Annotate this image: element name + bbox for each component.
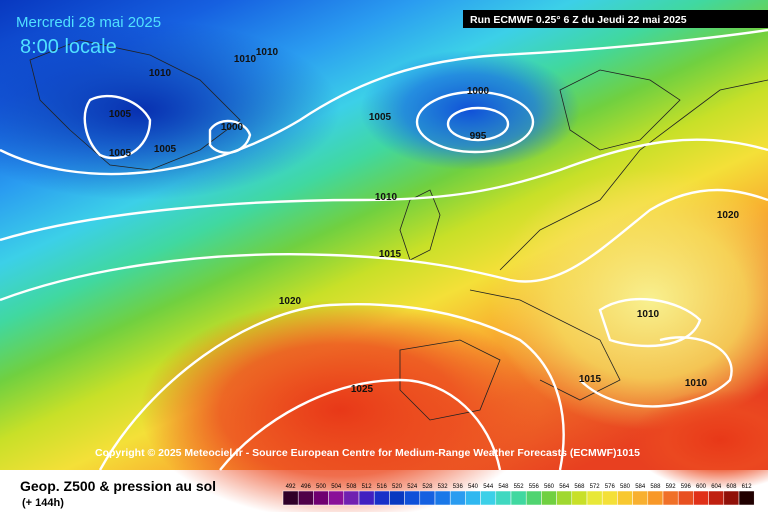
date: Mercredi 28 mai 2025 bbox=[16, 14, 161, 31]
scale-label: 588 bbox=[650, 484, 661, 490]
scale-label: 604 bbox=[711, 484, 722, 490]
scale-swatch bbox=[404, 490, 421, 506]
scale-swatch bbox=[571, 490, 588, 506]
isobar-label: 1005 bbox=[154, 144, 177, 155]
isobar-label: 1010 bbox=[375, 192, 398, 203]
scale-label: 576 bbox=[605, 484, 616, 490]
scale-swatch bbox=[617, 490, 633, 506]
scale-label: 508 bbox=[346, 484, 357, 490]
scale-label: 548 bbox=[498, 484, 509, 490]
scale-label: 552 bbox=[514, 484, 525, 490]
scale-swatch bbox=[389, 490, 405, 506]
scale-swatch bbox=[449, 490, 466, 506]
coastlines bbox=[29, 39, 768, 421]
scale-swatch bbox=[541, 490, 557, 506]
scale-label: 496 bbox=[301, 484, 312, 490]
scale-label: 528 bbox=[422, 484, 433, 490]
isobar-label: 1010 bbox=[234, 54, 257, 65]
isobar-label: 1010 bbox=[256, 47, 279, 58]
scale-label: 596 bbox=[681, 484, 692, 490]
scale-label: 536 bbox=[453, 484, 464, 490]
isobar-label: 1010 bbox=[685, 378, 708, 389]
isobar-label: 1000 bbox=[467, 86, 490, 97]
scale-swatch bbox=[708, 490, 725, 506]
scale-swatch bbox=[662, 490, 679, 506]
product-title: Geop. Z500 & pression au sol bbox=[20, 478, 216, 494]
isobar-label: 995 bbox=[470, 131, 487, 142]
scale-swatch bbox=[297, 490, 314, 506]
high bbox=[140, 300, 540, 512]
scale-label: 500 bbox=[316, 484, 327, 490]
scale-swatch bbox=[373, 490, 390, 506]
low bbox=[0, 20, 340, 200]
scale-swatch bbox=[677, 490, 694, 506]
isobar-label: 1000 bbox=[221, 122, 244, 133]
low bbox=[360, 50, 580, 170]
lead-time: (+ 144h) bbox=[22, 497, 64, 509]
isobar-label: 1010 bbox=[149, 68, 172, 79]
scale-label: 516 bbox=[377, 484, 388, 490]
isobar-label: 1015 bbox=[579, 374, 602, 385]
scale-label: 504 bbox=[331, 484, 342, 490]
scale-swatch bbox=[358, 490, 375, 506]
isobar-labels: 1010 1010 1010 1005 1005 1005 1000 1005 … bbox=[109, 47, 740, 395]
scale-swatch bbox=[556, 490, 573, 506]
scale-swatch bbox=[313, 490, 329, 506]
scale-label: 540 bbox=[468, 484, 479, 490]
scale-label: 512 bbox=[362, 484, 373, 490]
scale-swatch bbox=[328, 490, 345, 506]
scale-label: 560 bbox=[544, 484, 555, 490]
scale-label: 520 bbox=[392, 484, 403, 490]
scale-swatch bbox=[465, 490, 481, 506]
scale-label: 612 bbox=[742, 484, 753, 490]
scale-label: 600 bbox=[696, 484, 707, 490]
scale-swatch bbox=[601, 490, 618, 506]
isobar-label: 1005 bbox=[109, 148, 132, 159]
scale-label: 592 bbox=[666, 484, 677, 490]
isobar-label: 1015 bbox=[379, 249, 402, 260]
scale-label: 524 bbox=[407, 484, 418, 490]
color-scale: 492 496 500 504 508 512 516 520 524 528 532 536 540 5… bbox=[282, 484, 755, 506]
isobar-label: 1020 bbox=[279, 296, 302, 307]
scale-swatch bbox=[480, 490, 497, 506]
scale-swatch bbox=[510, 490, 527, 506]
scale-swatch bbox=[434, 490, 451, 506]
scale-swatch bbox=[738, 490, 755, 506]
scale-swatch bbox=[632, 490, 649, 506]
isobars bbox=[0, 28, 768, 471]
footer: Geop. Z500 & pression au sol (+ 144h) 49… bbox=[20, 478, 755, 509]
isobar-label: 1010 bbox=[637, 309, 660, 320]
copyright: Copyright © 2025 Meteociel.fr - Source E… bbox=[95, 447, 640, 459]
scale-label: 556 bbox=[529, 484, 540, 490]
scale-swatch bbox=[586, 490, 603, 506]
isobar-label: 1020 bbox=[717, 210, 740, 221]
scale-swatch bbox=[282, 490, 299, 506]
run-info: Run ECMWF 0.25° 6 Z du Jeudi 22 mai 2025 bbox=[470, 14, 687, 26]
isobar-label: 1005 bbox=[369, 112, 392, 123]
run-box bbox=[463, 10, 768, 28]
scale-label: 568 bbox=[574, 484, 585, 490]
scale-swatch bbox=[495, 490, 512, 506]
scale-swatch bbox=[693, 490, 709, 506]
scale-swatch bbox=[723, 490, 740, 506]
scale-label: 584 bbox=[635, 484, 646, 490]
scale-swatch bbox=[525, 490, 542, 506]
scale-label: 608 bbox=[726, 484, 737, 490]
isobar-label: 1005 bbox=[109, 109, 132, 120]
isobar-label: 1025 bbox=[351, 384, 374, 395]
scale-swatch bbox=[343, 490, 360, 506]
scale-label: 544 bbox=[483, 484, 494, 490]
scale-label: 532 bbox=[438, 484, 449, 490]
scale-label: 492 bbox=[286, 484, 297, 490]
high bbox=[630, 390, 768, 490]
scale-label: 580 bbox=[620, 484, 631, 490]
scale-swatch bbox=[647, 490, 664, 506]
scale-label: 564 bbox=[559, 484, 570, 490]
scale-label: 572 bbox=[590, 484, 601, 490]
scale-swatch bbox=[419, 490, 436, 506]
time: 8:00 locale bbox=[20, 36, 117, 58]
